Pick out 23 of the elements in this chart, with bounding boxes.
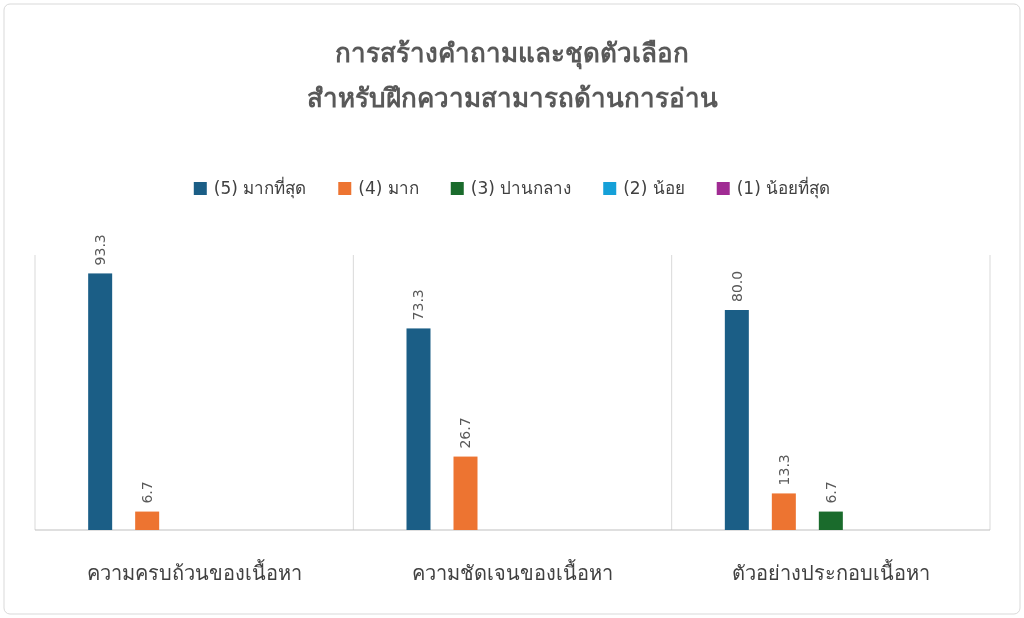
bar [406, 328, 431, 530]
x-tick-label: ตัวอย่างประกอบเนื้อหา [731, 559, 930, 585]
data-label: 6.7 [822, 481, 839, 504]
bar [818, 511, 843, 530]
legend-label: (3) ปานกลาง [470, 178, 572, 198]
x-tick-label: ความชัดเจนของเนื้อหา [412, 559, 613, 585]
x-tick-label: ความครบถ้วนของเนื้อหา [86, 559, 302, 585]
chart-title: การสร้างคำถามและชุดตัวเลือก สำหรับฝึกความสามารถด้านการอ่าน [306, 38, 718, 113]
bar [771, 493, 796, 530]
data-label: 93.3 [92, 234, 109, 266]
legend-label: (2) น้อย [623, 178, 685, 198]
data-label: 26.7 [457, 417, 474, 449]
legend-label: (1) น้อยที่สุด [736, 176, 831, 199]
data-label: 73.3 [410, 289, 427, 321]
legend-label: (4) มาก [358, 178, 419, 198]
bar [724, 310, 749, 530]
legend-label: (5) มากที่สุด [213, 176, 307, 199]
bar [88, 273, 113, 530]
bar [135, 511, 160, 530]
data-label: 6.7 [139, 481, 156, 504]
data-label: 80.0 [728, 270, 745, 302]
data-label: 13.3 [775, 454, 792, 486]
bar [453, 456, 478, 530]
